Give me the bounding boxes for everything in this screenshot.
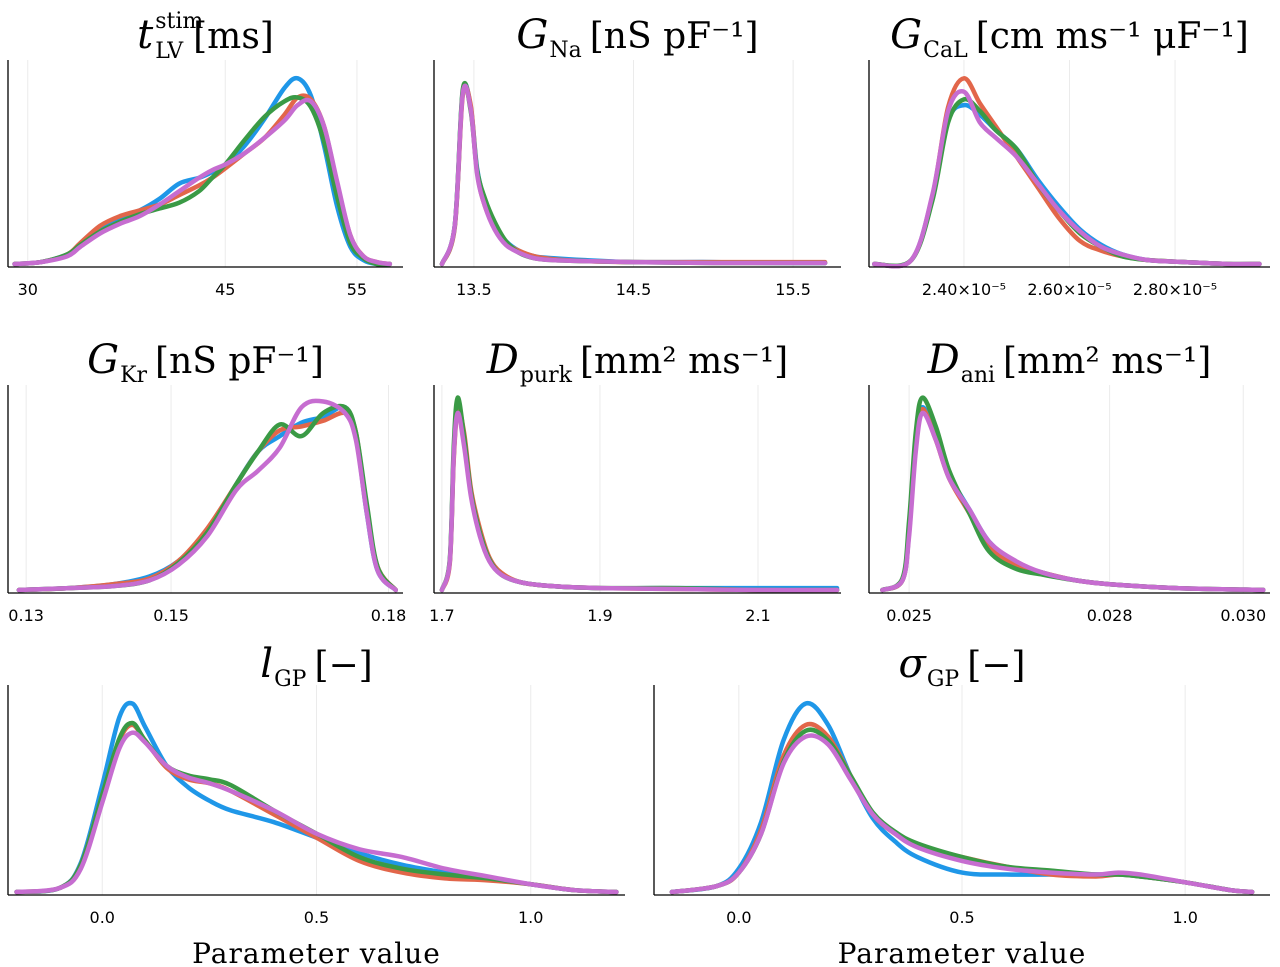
density-curve-chain-2: [439, 406, 840, 593]
x-tick-label: 0.15: [153, 606, 189, 625]
density-panel-2: 13.5 14.5 15.5 GNa [nS pF⁻¹]: [433, 12, 841, 299]
x-tick-label: 1.0: [1172, 908, 1197, 927]
density-curve-chain-3: [439, 395, 840, 593]
x-tick-label: 15.5: [775, 280, 811, 299]
x-tick-label: 14.5: [616, 280, 652, 299]
density-curve-chain-3: [12, 94, 393, 267]
x-axis-label: Parameter value: [838, 937, 1087, 967]
x-tick-label: 2.40×10⁻⁵: [922, 280, 1006, 299]
density-panel-4: 0.13 0.15 0.18 GKr [nS pF⁻¹]: [7, 337, 407, 625]
density-panel-7: 0.0 0.5 1.0 lGP [−] Parameter value: [7, 641, 625, 967]
density-curve-chain-4: [14, 730, 619, 895]
panel-title: GKr [nS pF⁻¹]: [87, 337, 324, 388]
density-curve-chain-2: [16, 410, 398, 593]
density-curve-chain-4: [439, 83, 828, 267]
panel-title: Dani [mm² ms⁻¹]: [927, 337, 1212, 388]
x-tick-label: 0.5: [949, 908, 974, 927]
density-curve-chain-1: [439, 404, 840, 593]
density-curve-chain-4: [12, 97, 393, 267]
panel-title: GNa [nS pF⁻¹]: [516, 12, 758, 63]
x-tick-label: 0.18: [371, 606, 407, 625]
x-tick-label: 55: [347, 280, 367, 299]
x-tick-label: 45: [215, 280, 235, 299]
density-curve-chain-3: [880, 395, 1266, 593]
density-curve-chain-3: [16, 403, 398, 593]
density-curve-chain-4: [439, 410, 840, 593]
x-tick-label: 0.0: [90, 908, 115, 927]
density-panel-1: 30 45 55 tstim LV [ms]: [7, 9, 403, 299]
x-tick-label: 1.9: [587, 606, 612, 625]
x-axis-label: Parameter value: [192, 937, 441, 967]
x-tick-label: 0.030: [1220, 606, 1266, 625]
panel-title: σGP [−]: [899, 641, 1026, 692]
density-panel-6: 0.025 0.028 0.030 Dani [mm² ms⁻¹]: [868, 337, 1270, 625]
x-tick-label: 0.5: [304, 908, 329, 927]
density-curve-chain-2: [872, 76, 1262, 269]
x-tick-label: 0.0: [726, 908, 751, 927]
density-panel-5: 1.7 1.9 2.1 Dpurk [mm² ms⁻¹]: [429, 337, 841, 625]
density-curve-chain-4: [872, 89, 1262, 269]
density-curve-chain-1: [872, 102, 1262, 269]
x-tick-label: 1.0: [518, 908, 543, 927]
x-tick-label: 2.80×10⁻⁵: [1133, 280, 1217, 299]
density-curve-chain-4: [669, 733, 1255, 895]
x-tick-label: 0.025: [886, 606, 932, 625]
x-tick-label: 13.5: [456, 280, 492, 299]
density-panel-3: 2.40×10⁻⁵ 2.60×10⁻⁵ 2.80×10⁻⁵ GCaL [cm ms⁻¹ …: [868, 12, 1270, 299]
panel-title: GCaL [cm ms⁻¹ μF⁻¹]: [890, 12, 1249, 63]
x-tick-label: 2.1: [745, 606, 770, 625]
x-tick-label: 30: [18, 280, 38, 299]
x-tick-label: 0.13: [8, 606, 44, 625]
density-curve-chain-4: [16, 398, 398, 593]
x-tick-label: 1.7: [429, 606, 454, 625]
x-tick-label: 0.028: [1087, 606, 1133, 625]
panel-title: Dpurk [mm² ms⁻¹]: [486, 337, 788, 388]
panel-title: tstim LV [ms]: [137, 9, 274, 64]
x-tick-label: 2.60×10⁻⁵: [1027, 280, 1111, 299]
density-panel-8: 0.0 0.5 1.0 σGP [−] Parameter value: [653, 641, 1270, 967]
density-curve-chain-1: [16, 404, 398, 593]
density-curve-chain-3: [872, 96, 1262, 269]
panel-title: lGP [−]: [260, 641, 372, 692]
density-curve-chain-4: [880, 410, 1266, 593]
